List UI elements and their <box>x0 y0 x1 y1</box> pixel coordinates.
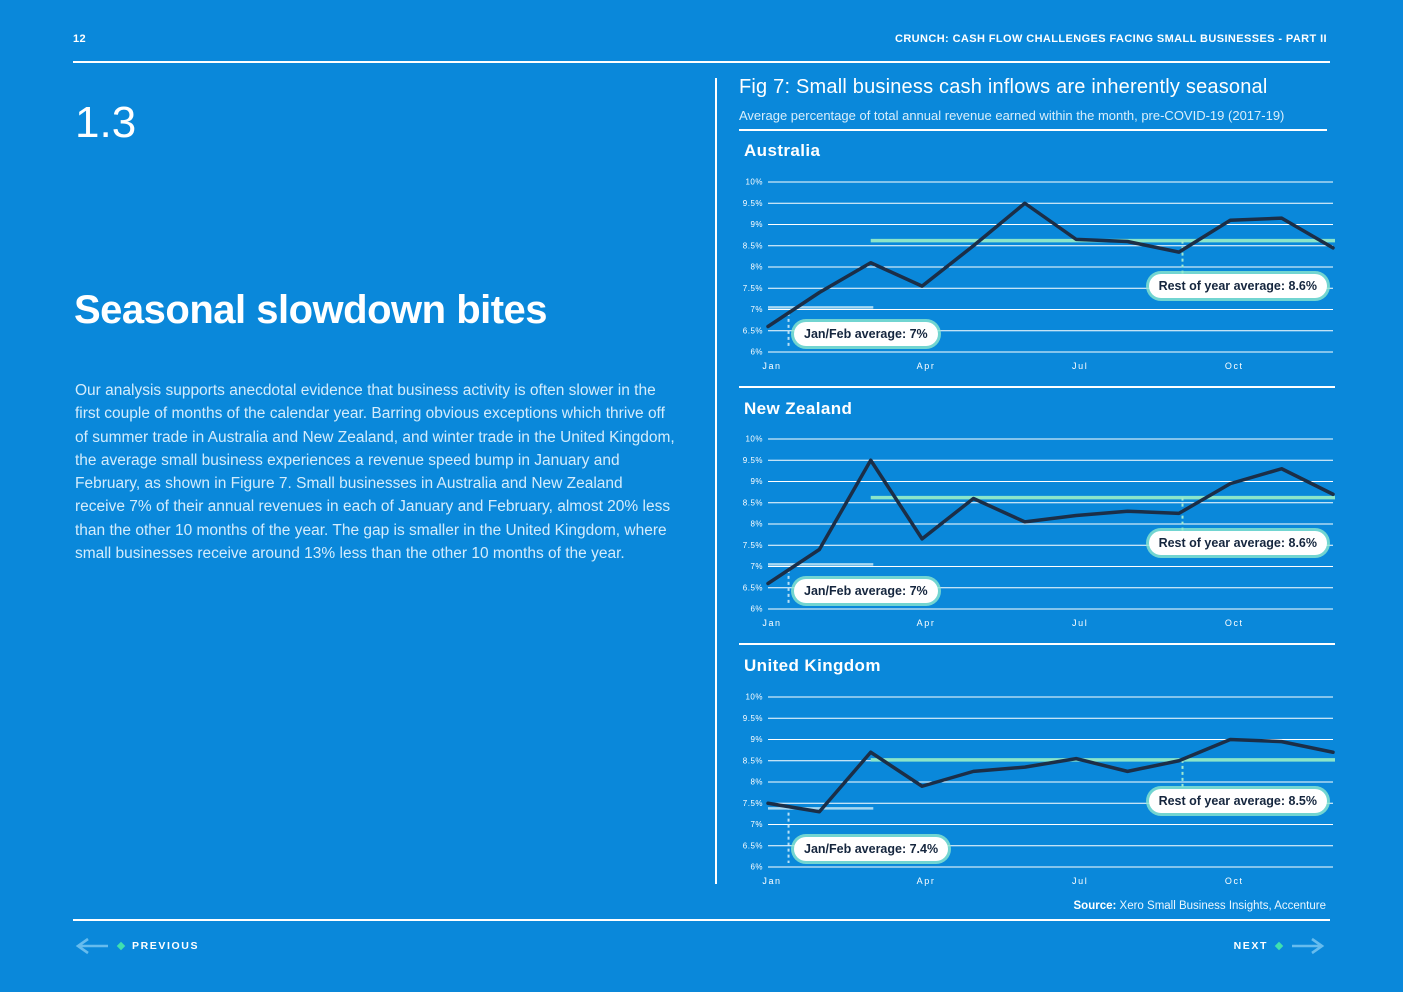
x-axis-tick-label: Oct <box>1225 876 1244 886</box>
y-axis-tick-label: 7.5% <box>743 799 763 808</box>
y-axis-tick-label: 6.5% <box>743 841 763 850</box>
y-axis-tick-label: 7.5% <box>743 284 763 293</box>
figure-title: Fig 7: Small business cash inflows are i… <box>739 76 1268 98</box>
revenue-line-series <box>766 458 1335 586</box>
janfeb-average-pill: Jan/Feb average: 7% <box>794 322 938 346</box>
revenue-line-series <box>766 737 1335 814</box>
x-axis-tick-label: Oct <box>1225 361 1244 371</box>
y-axis-tick-label: 9% <box>750 220 763 229</box>
y-axis-tick-label: 9.5% <box>743 714 763 723</box>
source-text: Xero Small Business Insights, Accenture <box>1116 900 1326 912</box>
rest-average-pill: Rest of year average: 8.5% <box>1148 789 1327 813</box>
source-label: Source: <box>1073 900 1117 912</box>
previous-label: PREVIOUS <box>132 940 200 952</box>
figure-subtitle: Average percentage of total annual reven… <box>739 108 1285 123</box>
united-kingdom-chart-svg: 10% 9.5% 9% 8.5% 8% 7.5% 7% 6.5% 6% Jan Apr Jul Oct <box>743 693 1335 886</box>
janfeb-average-pill: Jan/Feb average: 7.4% <box>794 837 949 861</box>
x-axis-tick-label: Oct <box>1225 618 1244 628</box>
x-axis-tick-label: Jan <box>762 618 781 628</box>
y-axis-tick-label: 8.5% <box>743 498 763 507</box>
figure-subtitle-divider <box>739 129 1327 131</box>
source-note: Source: Xero Small Business Insights, Ac… <box>1074 900 1326 912</box>
chart-heading-new-zealand: New Zealand <box>744 399 853 418</box>
rest-average-pill: Rest of year average: 8.6% <box>1148 274 1327 298</box>
chart-united-kingdom: 10% 9.5% 9% 8.5% 8% 7.5% 7% 6.5% 6% Jan Apr Jul Oct J… <box>739 685 1335 890</box>
chart-australia: 10% 9.5% 9% 8.5% 8% 7.5% 7% 6.5% 6% Jan Apr Jul Oct J… <box>739 170 1335 375</box>
chart-divider <box>739 643 1335 645</box>
nav-marker-icon <box>116 941 126 951</box>
y-axis-tick-label: 7% <box>750 562 763 571</box>
section-heading: Seasonal slowdown bites <box>74 288 548 332</box>
chart-divider <box>739 386 1335 388</box>
y-axis-tick-label: 6.5% <box>743 326 763 335</box>
x-axis-tick-label: Jul <box>1072 876 1088 886</box>
y-axis-tick-label: 9.5% <box>743 456 763 465</box>
nav-marker-icon <box>1274 941 1284 951</box>
figure-left-border <box>715 78 717 884</box>
next-button[interactable]: NEXT <box>1234 936 1326 956</box>
x-axis-tick-label: Jul <box>1072 618 1088 628</box>
next-label: NEXT <box>1233 940 1268 952</box>
x-axis-tick-label: Jan <box>762 361 781 371</box>
janfeb-average-pill: Jan/Feb average: 7% <box>794 579 938 603</box>
australia-chart-svg: 10% 9.5% 9% 8.5% 8% 7.5% 7% 6.5% 6% Jan Apr Jul Oct <box>743 178 1335 371</box>
section-number: 1.3 <box>75 98 137 147</box>
left-arrow-icon <box>75 937 108 955</box>
new-zealand-chart-svg: 10% 9.5% 9% 8.5% 8% 7.5% 7% 6.5% 6% Jan Apr Jul Oct <box>743 435 1335 628</box>
y-axis-tick-label: 9.5% <box>743 199 763 208</box>
rest-average-pill: Rest of year average: 8.6% <box>1148 531 1327 555</box>
y-axis-tick-label: 10% <box>745 693 763 702</box>
y-axis-tick-label: 6% <box>750 348 763 357</box>
chart-heading-australia: Australia <box>744 141 821 160</box>
page-number: 12 <box>73 33 87 45</box>
x-axis-tick-label: Apr <box>917 361 936 371</box>
y-axis-tick-label: 10% <box>745 178 763 187</box>
y-axis-tick-label: 8% <box>750 263 763 272</box>
right-arrow-icon <box>1292 937 1325 955</box>
chart-heading-united-kingdom: United Kingdom <box>744 656 881 675</box>
footer-divider <box>73 919 1330 921</box>
report-header-title: CRUNCH: CASH FLOW CHALLENGES FACING SMAL… <box>894 33 1327 45</box>
y-axis-tick-label: 7% <box>750 820 763 829</box>
y-axis-tick-label: 10% <box>745 435 763 444</box>
body-paragraph: Our analysis supports anecdotal evidence… <box>75 382 675 563</box>
y-axis-tick-label: 6.5% <box>743 583 763 592</box>
y-axis-tick-label: 9% <box>750 735 763 744</box>
y-axis-tick-label: 7% <box>750 305 763 314</box>
y-axis-tick-label: 9% <box>750 477 763 486</box>
previous-button[interactable]: PREVIOUS <box>74 936 199 956</box>
x-axis-tick-label: Jan <box>762 876 781 886</box>
y-axis-tick-label: 8.5% <box>743 756 763 765</box>
chart-new-zealand: 10% 9.5% 9% 8.5% 8% 7.5% 7% 6.5% 6% Jan Apr Jul Oct J… <box>739 427 1335 632</box>
x-axis-tick-label: Jul <box>1072 361 1088 371</box>
x-axis-tick-label: Apr <box>917 876 936 886</box>
y-axis-tick-label: 6% <box>750 863 763 872</box>
revenue-line-series <box>766 201 1335 329</box>
y-axis-tick-label: 7.5% <box>743 541 763 550</box>
y-axis-tick-label: 8% <box>750 778 763 787</box>
y-axis-tick-label: 8% <box>750 520 763 529</box>
y-axis-tick-label: 6% <box>750 605 763 614</box>
x-axis-tick-label: Apr <box>917 618 936 628</box>
y-axis-tick-label: 8.5% <box>743 241 763 250</box>
header-divider <box>73 61 1330 63</box>
